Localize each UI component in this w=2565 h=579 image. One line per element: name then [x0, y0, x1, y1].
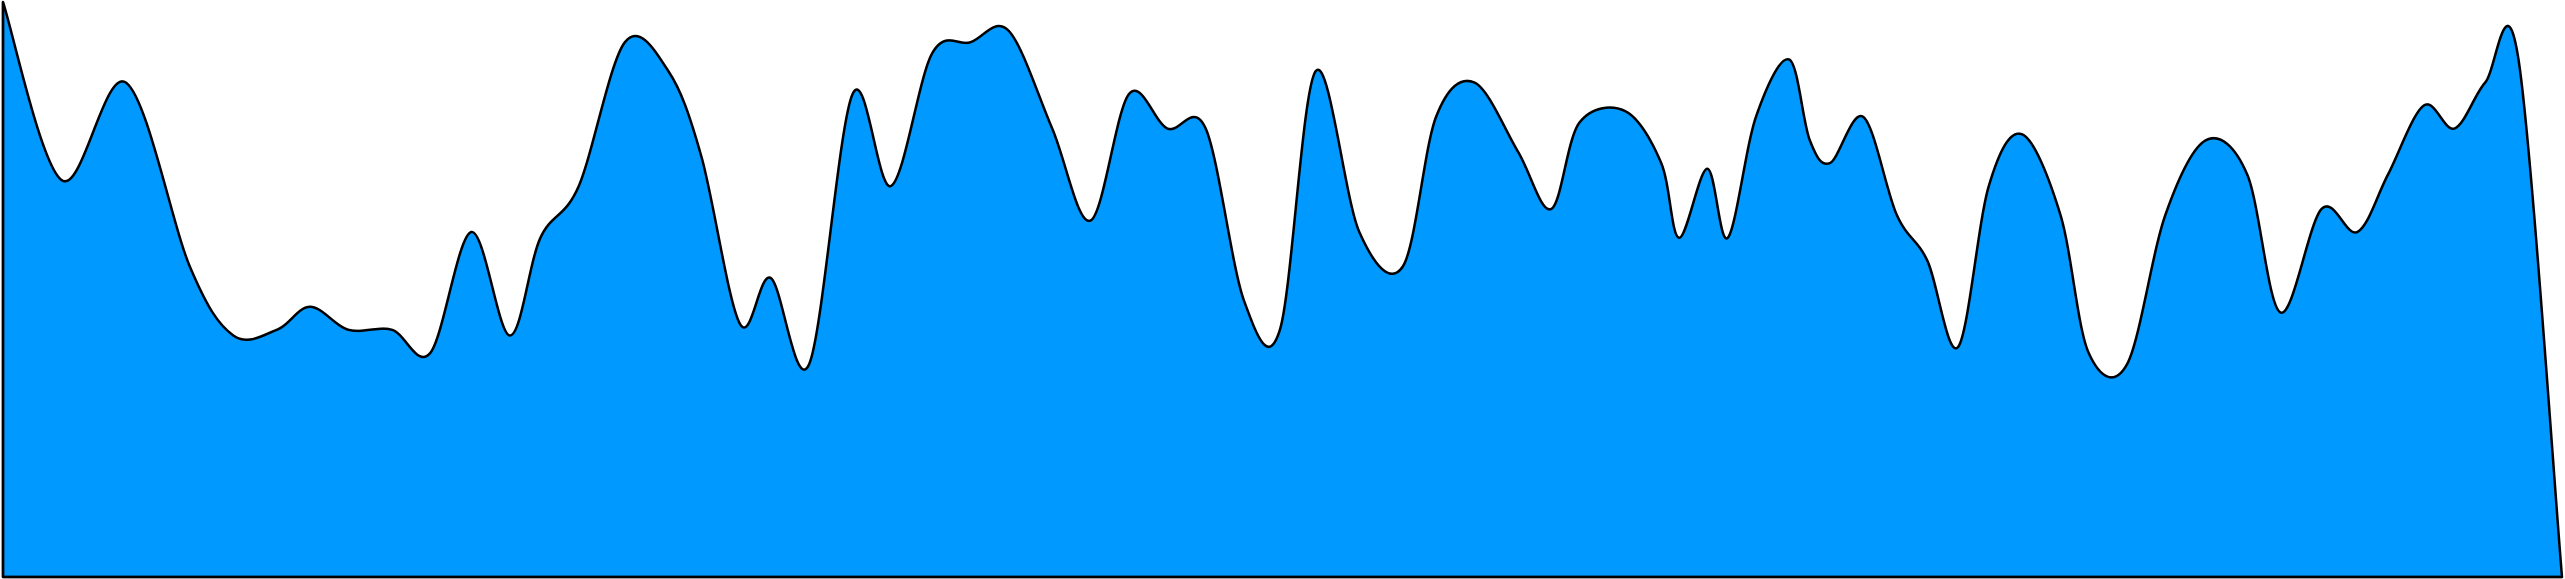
area-chart-svg — [1, 0, 2564, 579]
area-series — [1, 0, 2564, 579]
area-chart — [1, 0, 2564, 579]
